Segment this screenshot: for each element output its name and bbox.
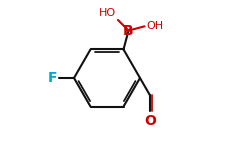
Text: O: O xyxy=(144,114,156,128)
Text: F: F xyxy=(48,71,58,85)
Text: OH: OH xyxy=(146,21,163,31)
Text: HO: HO xyxy=(99,9,116,18)
Text: B: B xyxy=(123,24,134,38)
